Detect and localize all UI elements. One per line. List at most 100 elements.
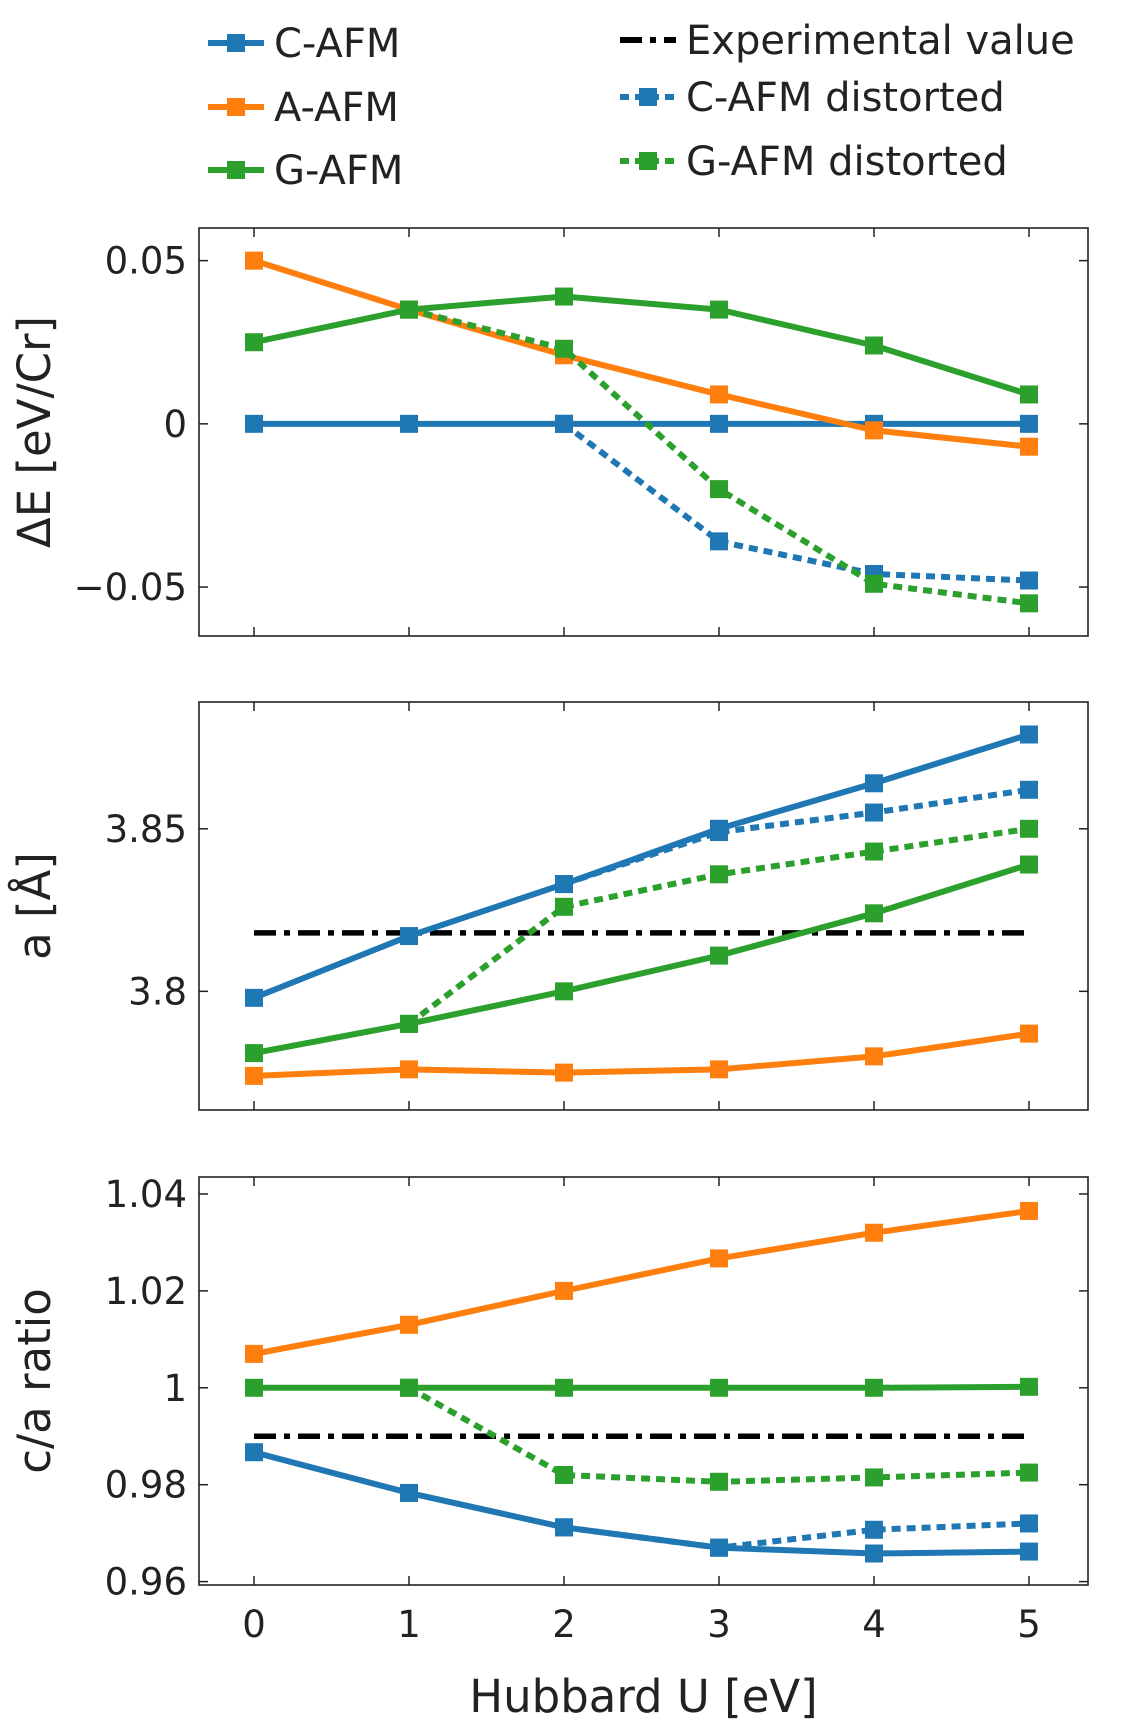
data-point-g-afm: [245, 1044, 263, 1063]
data-point-c-afm: [865, 1544, 883, 1563]
data-point-g-afm: [710, 1378, 728, 1397]
y-tick-label: 3.85: [105, 808, 187, 851]
data-point-a-afm: [555, 1063, 573, 1082]
data-point-c-afm-distorted: [710, 1538, 728, 1557]
data-point-c-afm-distorted: [710, 532, 728, 551]
data-point-g-afm: [555, 982, 573, 1001]
legend-label: G-AFM: [274, 148, 403, 194]
series-c-afm-distorted: [555, 780, 1038, 894]
data-point-a-afm: [865, 1047, 883, 1066]
y-tick-label: −0.05: [74, 566, 187, 609]
y-tick-label: 1.02: [105, 1270, 187, 1313]
data-point-g-afm: [865, 904, 883, 923]
legend-entry-c-afm: C-AFM: [208, 21, 400, 67]
legend: C-AFM A-AFM G-AFM Experimental value C-AFM d…: [208, 18, 1075, 194]
series-line-c-afm: [252, 731, 1030, 1001]
data-point-c-afm-distorted: [555, 414, 573, 433]
legend-entry-g-afm: G-AFM: [208, 148, 403, 194]
legend-entry-c-afm-distorted: C-AFM distorted: [620, 75, 1005, 121]
data-point-g-afm-distorted: [710, 1472, 728, 1491]
data-point-g-afm-distorted: [865, 842, 883, 861]
plot-frame: [198, 701, 1089, 1111]
data-point-c-afm: [400, 1483, 418, 1502]
legend-marker: [227, 34, 245, 52]
series-c-afm: [245, 725, 1038, 1007]
series-line-a-afm: [253, 1207, 1030, 1357]
legend-entry-g-afm-distorted: G-AFM distorted: [620, 139, 1008, 185]
data-point-a-afm: [245, 1344, 263, 1363]
data-point-c-afm: [245, 414, 263, 433]
data-point-g-afm: [245, 1378, 263, 1397]
series-g-afm: [245, 287, 1038, 404]
series-line-c-afm-distorted: [562, 421, 1030, 584]
data-point-g-afm: [1020, 1377, 1038, 1396]
data-point-c-afm: [245, 1443, 263, 1462]
data-point-g-afm-distorted: [865, 1468, 883, 1487]
data-point-c-afm: [865, 774, 883, 793]
data-point-g-afm-distorted: [1020, 1463, 1038, 1482]
data-point-c-afm-distorted: [710, 823, 728, 842]
panels: 0.05 0 −0.05 ΔE [eV/Cr] 3.85 3.8 a [Å] 1.04 1.02…: [8, 227, 1089, 1723]
data-point-c-afm: [1020, 414, 1038, 433]
series-line-a-afm: [253, 1030, 1030, 1079]
y-tick-label: 1.04: [105, 1173, 187, 1216]
series-line-c-afm-distorted: [563, 1520, 1030, 1551]
series-a-afm: [245, 1201, 1038, 1363]
data-point-g-afm: [555, 1378, 573, 1397]
legend-marker: [227, 98, 245, 116]
data-point-g-afm: [710, 946, 728, 965]
data-point-a-afm: [865, 421, 883, 440]
data-point-g-afm-distorted: [555, 1466, 573, 1485]
series-g-afm-distorted: [400, 819, 1038, 1033]
data-point-g-afm: [710, 300, 728, 319]
y-tick-label: 0.05: [105, 240, 187, 283]
data-point-c-afm-distorted: [1020, 780, 1038, 799]
series-line-g-afm-distorted: [408, 306, 1030, 607]
data-point-a-afm: [710, 385, 728, 404]
x-tick-label: 0: [242, 1603, 266, 1646]
data-point-g-afm-distorted: [400, 300, 418, 319]
y-axis-label: c/a ratio: [8, 1288, 61, 1474]
legend-entry-a-afm: A-AFM: [208, 85, 399, 131]
series-line-a-afm: [253, 257, 1030, 450]
series-line-g-afm: [254, 1383, 1030, 1391]
series-line-g-afm: [253, 293, 1030, 398]
chart-panel-2: 3.85 3.8 a [Å]: [8, 701, 1089, 1111]
data-point-g-afm-distorted: [555, 897, 573, 916]
series-c-afm-distorted: [555, 414, 1038, 590]
data-point-a-afm: [1020, 1024, 1038, 1043]
data-point-g-afm-distorted: [1020, 819, 1038, 838]
chart-panel-1: 0.05 0 −0.05 ΔE [eV/Cr]: [8, 227, 1089, 637]
series-line-g-afm: [253, 861, 1030, 1057]
data-point-c-afm: [1020, 1542, 1038, 1561]
data-point-c-afm-distorted: [865, 803, 883, 822]
legend-label: A-AFM: [274, 85, 399, 131]
legend-label: C-AFM: [274, 21, 400, 67]
x-tick-label: 3: [707, 1603, 731, 1646]
y-tick-label: 1: [163, 1367, 187, 1410]
data-point-g-afm-distorted: [865, 574, 883, 593]
data-point-a-afm: [555, 1281, 573, 1300]
data-point-c-afm-distorted: [1020, 571, 1038, 590]
data-point-g-afm: [865, 336, 883, 355]
series-g-afm: [245, 855, 1038, 1063]
data-point-a-afm: [400, 1060, 418, 1079]
data-point-g-afm: [555, 287, 573, 306]
data-point-g-afm-distorted: [400, 1378, 418, 1397]
series-c-afm: [245, 1443, 1038, 1563]
data-point-g-afm: [245, 333, 263, 352]
data-point-a-afm: [400, 1315, 418, 1334]
y-tick-label: 0.96: [105, 1561, 187, 1604]
data-point-c-afm: [710, 414, 728, 433]
y-axis-label: a [Å]: [8, 852, 61, 960]
data-point-a-afm: [1020, 1201, 1038, 1220]
series-c-afm-distorted: [555, 1514, 1038, 1557]
data-point-c-afm-distorted: [555, 875, 573, 894]
data-point-g-afm-distorted: [710, 480, 728, 499]
y-axis-label: ΔE [eV/Cr]: [8, 316, 61, 548]
series-g-afm-distorted: [400, 300, 1038, 613]
y-tick-label: 0.98: [105, 1464, 187, 1507]
x-axis-label: Hubbard U [eV]: [469, 1670, 817, 1723]
y-tick-label: 3.8: [128, 970, 187, 1013]
series-a-afm: [245, 1024, 1038, 1085]
